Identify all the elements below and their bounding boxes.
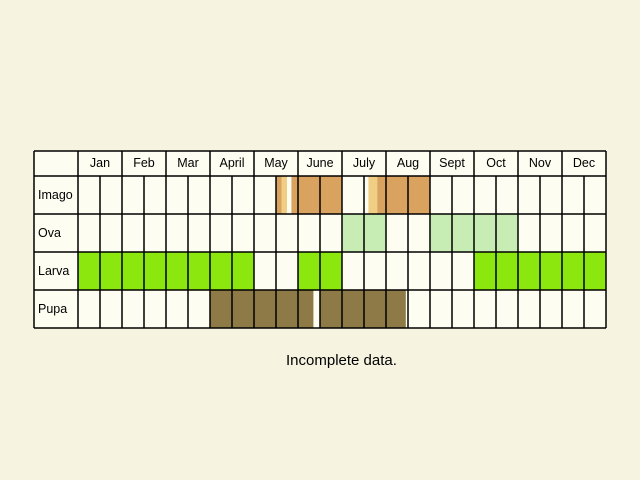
row-label-pupa: Pupa	[38, 302, 67, 316]
imago-period-block	[368, 176, 378, 214]
month-header: April	[219, 156, 244, 170]
row-label-larva: Larva	[38, 264, 69, 278]
imago-period-block	[281, 176, 287, 214]
month-header: May	[264, 156, 288, 170]
month-header: Sept	[439, 156, 465, 170]
pupa-period-block	[210, 290, 314, 328]
imago-period-block	[276, 176, 282, 214]
month-header: July	[353, 156, 376, 170]
month-header: Aug	[397, 156, 419, 170]
month-header: Dec	[573, 156, 595, 170]
incomplete-data-note: Incomplete data.	[286, 352, 397, 369]
month-header: Nov	[529, 156, 552, 170]
imago-period-block	[377, 176, 430, 214]
month-header: Jan	[90, 156, 110, 170]
month-header: Mar	[177, 156, 199, 170]
month-header: June	[306, 156, 333, 170]
month-header: Oct	[486, 156, 506, 170]
imago-period-block	[291, 176, 342, 214]
row-label-ova: Ova	[38, 226, 61, 240]
month-header: Feb	[133, 156, 155, 170]
pupa-period-block	[320, 290, 406, 328]
row-label-imago: Imago	[38, 188, 73, 202]
